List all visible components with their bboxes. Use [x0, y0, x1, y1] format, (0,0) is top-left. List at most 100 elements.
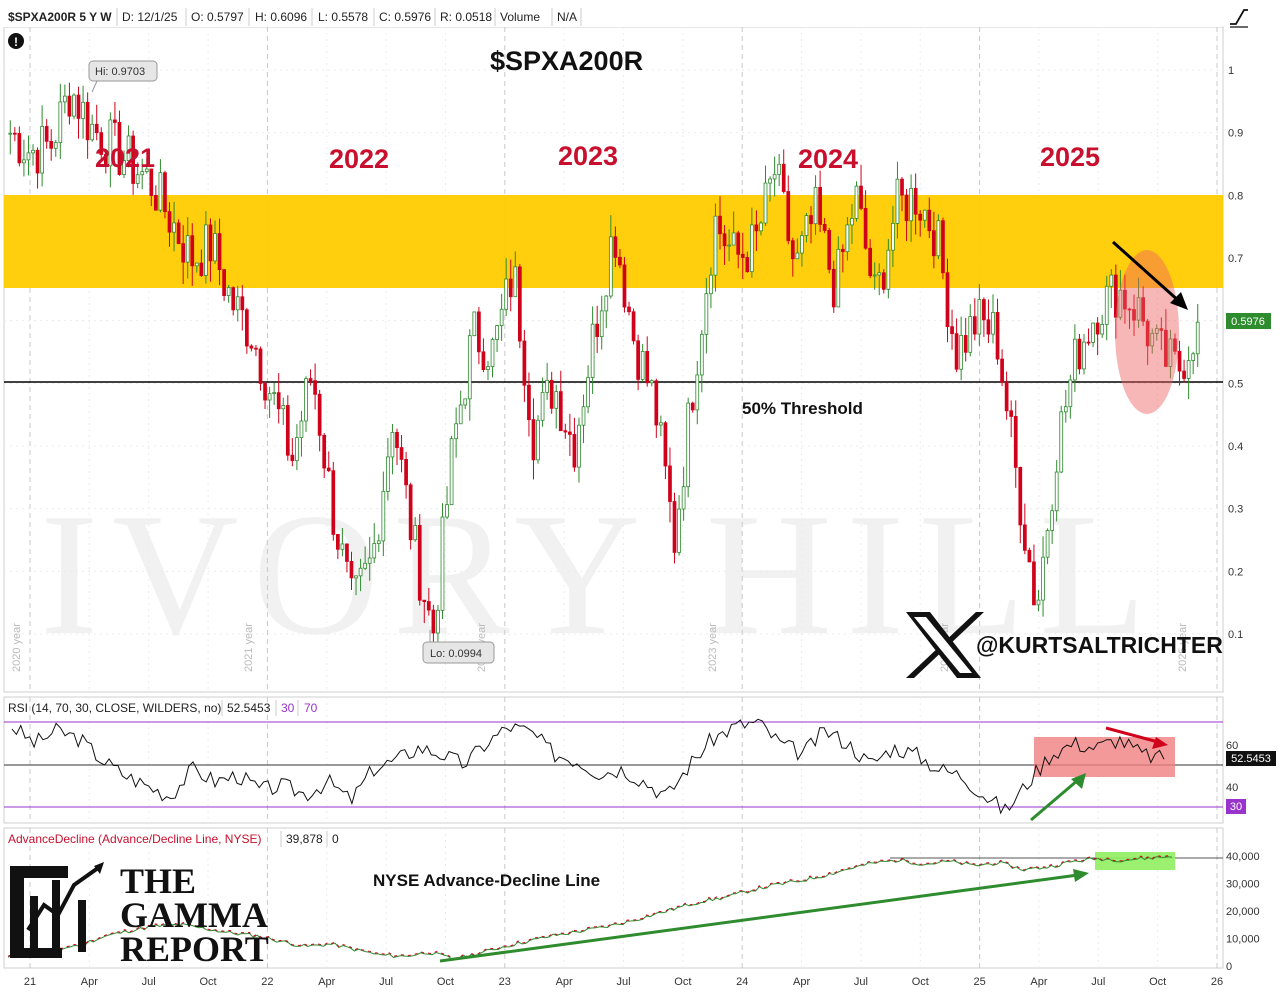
candle-body — [549, 379, 554, 409]
candle-body — [640, 351, 645, 380]
x-tick-label: Jul — [379, 976, 393, 988]
candle-body — [645, 351, 650, 384]
candle-body — [1159, 328, 1164, 331]
candle-body — [408, 484, 413, 541]
candles — [8, 82, 1200, 654]
candle-body — [317, 393, 322, 436]
candle-body — [977, 299, 982, 335]
candle-body — [581, 406, 586, 426]
price-y-tick: 0.1 — [1228, 629, 1243, 641]
candle-body — [868, 247, 873, 277]
candle-body — [1073, 338, 1077, 381]
candle-body — [231, 287, 236, 311]
candle-body — [467, 335, 472, 400]
price-y-axis: 10.90.80.70.60.50.40.30.20.1 — [1228, 65, 1243, 641]
candle-body — [781, 163, 786, 192]
candle-body — [531, 419, 536, 461]
candle-body — [208, 224, 213, 262]
candle-body — [472, 311, 477, 337]
candle-body — [345, 543, 349, 562]
candle-body — [126, 135, 131, 161]
candle-body — [563, 430, 568, 433]
logo-line-2: GAMMA — [120, 895, 268, 935]
candle-body — [367, 557, 372, 564]
candle-body — [1154, 328, 1159, 334]
candle-body — [800, 235, 804, 254]
symbol-label[interactable]: $SPXA200R 5 Y W — [8, 10, 112, 24]
candle-body — [426, 601, 431, 611]
price-y-tick: 0.7 — [1228, 253, 1243, 265]
candle-body — [831, 268, 836, 308]
candle-body — [968, 316, 973, 353]
candle-body — [281, 405, 286, 410]
rsi-badge-value: 52.5453 — [1231, 753, 1271, 765]
candle-body — [1164, 329, 1168, 367]
candle-body — [813, 186, 818, 225]
candle-body — [144, 168, 149, 173]
candle-body — [417, 525, 422, 601]
candle-body — [918, 213, 923, 221]
candle-body — [35, 149, 40, 174]
candle-body — [49, 140, 54, 149]
vertical-year-mark: 2025 year — [1177, 623, 1189, 672]
candle-body — [804, 215, 809, 236]
x-tick-label: 23 — [499, 976, 511, 988]
candle-body — [85, 101, 90, 141]
adl-y-tick: 20,000 — [1226, 906, 1260, 918]
candle-body — [809, 215, 813, 225]
open-field: O: 0.5797 — [191, 10, 244, 24]
candle-body — [117, 122, 122, 175]
x-tick-label: 26 — [1211, 976, 1223, 988]
candle-body — [540, 391, 545, 421]
candle-body — [881, 272, 886, 290]
candle-body — [954, 333, 959, 370]
candle-body — [386, 456, 390, 492]
candle-body — [1082, 341, 1086, 370]
candle-body — [790, 240, 795, 260]
price-y-tick: 0.8 — [1228, 190, 1243, 202]
candle-body — [704, 293, 709, 335]
candle-body — [326, 467, 331, 472]
candle-body — [481, 351, 486, 371]
price-y-tick: 0.9 — [1228, 128, 1243, 140]
candle-body — [886, 249, 891, 290]
candle-body — [513, 266, 518, 298]
candle-body — [1063, 406, 1068, 413]
year-label-2024: 2024 — [798, 144, 858, 174]
candle-body — [750, 224, 754, 273]
candle-body — [254, 347, 258, 350]
candle-body — [690, 402, 695, 411]
adl-extra: 0 — [332, 832, 339, 846]
candle-body — [950, 326, 954, 335]
candle-body — [1009, 410, 1014, 417]
trendline-tool-icon[interactable] — [1227, 6, 1249, 28]
candle-body — [1104, 285, 1109, 325]
rsi-highlight-box — [1034, 737, 1175, 777]
candle-body — [495, 325, 499, 341]
candle-body — [927, 209, 932, 232]
candle-body — [1013, 416, 1018, 468]
candle-body — [795, 252, 800, 260]
candle-body — [508, 278, 513, 298]
lo-callout: Lo: 0.0994 — [422, 630, 495, 664]
x-tick-label: 21 — [24, 976, 36, 988]
candle-body — [649, 380, 654, 384]
candle-body — [699, 333, 704, 376]
candle-body — [263, 383, 267, 401]
candle-body — [854, 185, 859, 219]
candle-body — [1059, 411, 1064, 473]
candle-body — [1141, 297, 1145, 322]
candle-body — [631, 311, 636, 342]
threshold-label: 50% Threshold — [742, 399, 863, 418]
candle-body — [94, 123, 99, 134]
candle-body — [945, 272, 950, 328]
candle-body — [595, 323, 600, 337]
candle-body — [995, 312, 1000, 360]
candle-body — [836, 248, 841, 308]
alert-icon[interactable]: ! — [8, 33, 24, 49]
candle-body — [754, 224, 759, 232]
candle-body — [872, 274, 877, 277]
candle-body — [26, 152, 31, 161]
candle-body — [1050, 510, 1054, 531]
